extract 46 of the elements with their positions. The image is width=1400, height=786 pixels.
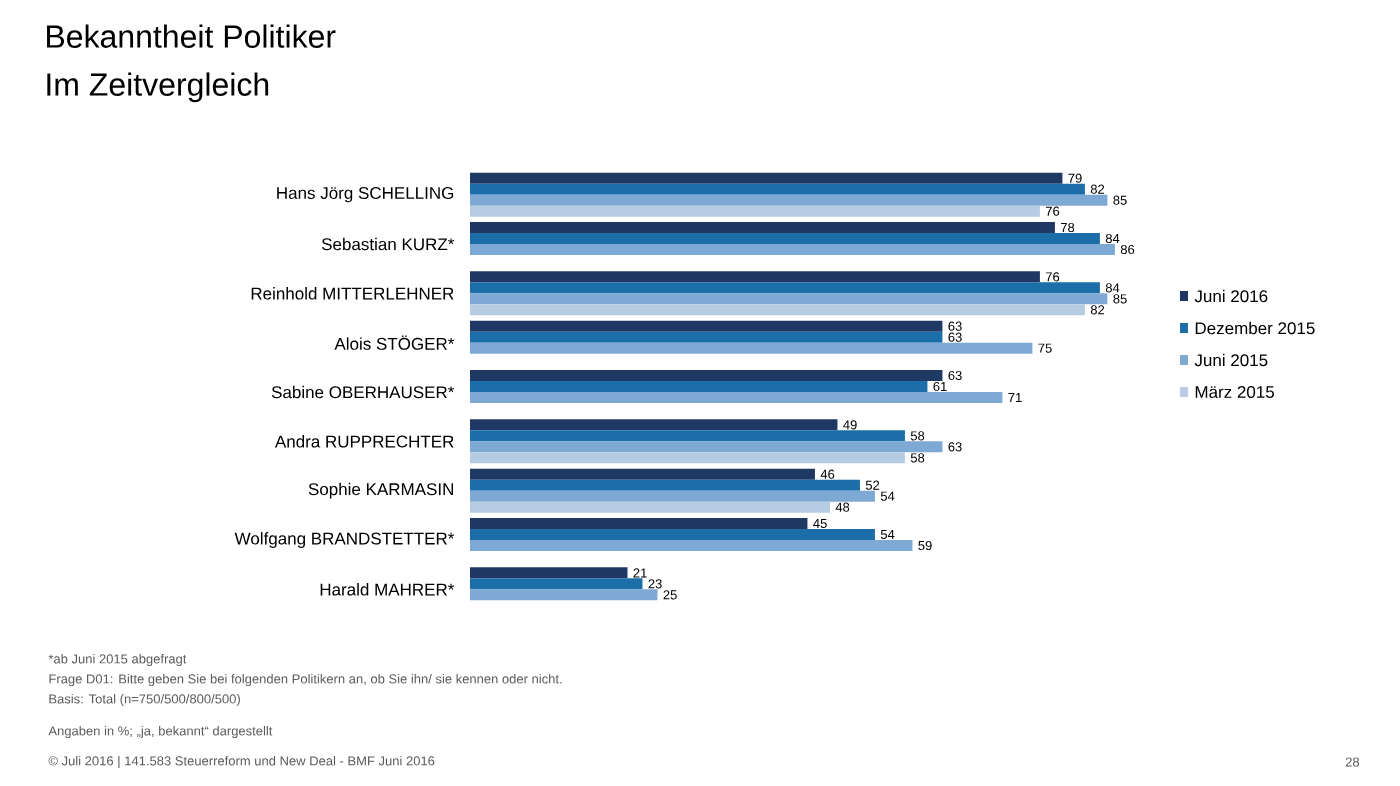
bar bbox=[470, 441, 943, 453]
bar bbox=[470, 578, 643, 590]
text: Bekanntheit Politiker bbox=[47, 24, 336, 48]
y-tick-label: Reinhold MITTERLEHNER bbox=[251, 287, 454, 300]
y-tick-label: Sebastian KURZ* bbox=[321, 237, 455, 251]
legend-label: Dezember 2015 bbox=[1195, 321, 1315, 335]
bar bbox=[470, 282, 1100, 294]
y-tick-label: Alois STÖGER* bbox=[334, 335, 455, 350]
bar bbox=[470, 342, 1033, 354]
bar bbox=[470, 183, 1085, 195]
bar bbox=[470, 529, 875, 540]
y-tick-label: Andra RUPPRECHTER bbox=[274, 435, 454, 448]
bar bbox=[470, 392, 1003, 404]
bar bbox=[470, 430, 905, 442]
bar bbox=[470, 172, 1063, 184]
bar bbox=[470, 271, 1040, 283]
bar bbox=[470, 490, 875, 502]
bar bbox=[470, 244, 1115, 256]
bar bbox=[470, 205, 1040, 217]
y-tick-label: Wolfgang BRANDSTETTER* bbox=[234, 532, 455, 548]
bar bbox=[470, 370, 943, 382]
bar bbox=[470, 419, 838, 431]
y-tick-label: Hans Jörg SCHELLING bbox=[277, 186, 454, 203]
bar bbox=[470, 479, 860, 491]
legend-label: Juni 2016 bbox=[1194, 289, 1268, 303]
legend-label: Juni 2015 bbox=[1194, 353, 1268, 367]
legend-label: März 2015 bbox=[1195, 386, 1275, 399]
bar bbox=[470, 304, 1085, 316]
bar bbox=[470, 468, 815, 480]
text: Im Zeitvergleich bbox=[47, 72, 269, 103]
y-tick-label: Harald MAHRER* bbox=[320, 583, 455, 596]
bar bbox=[470, 331, 943, 343]
bar bbox=[470, 540, 913, 552]
bar bbox=[470, 452, 905, 464]
bar bbox=[470, 293, 1108, 305]
bar bbox=[470, 567, 628, 579]
bar bbox=[470, 501, 830, 513]
bar bbox=[470, 233, 1100, 245]
bar bbox=[470, 222, 1055, 234]
bar bbox=[470, 518, 808, 529]
y-tick-label: Sophie KARMASIN bbox=[308, 482, 453, 499]
bar bbox=[470, 589, 658, 601]
bar bbox=[470, 320, 943, 332]
bar bbox=[470, 194, 1108, 206]
y-tick-label: Sabine OBERHAUSER* bbox=[271, 385, 455, 399]
bar bbox=[470, 381, 928, 393]
